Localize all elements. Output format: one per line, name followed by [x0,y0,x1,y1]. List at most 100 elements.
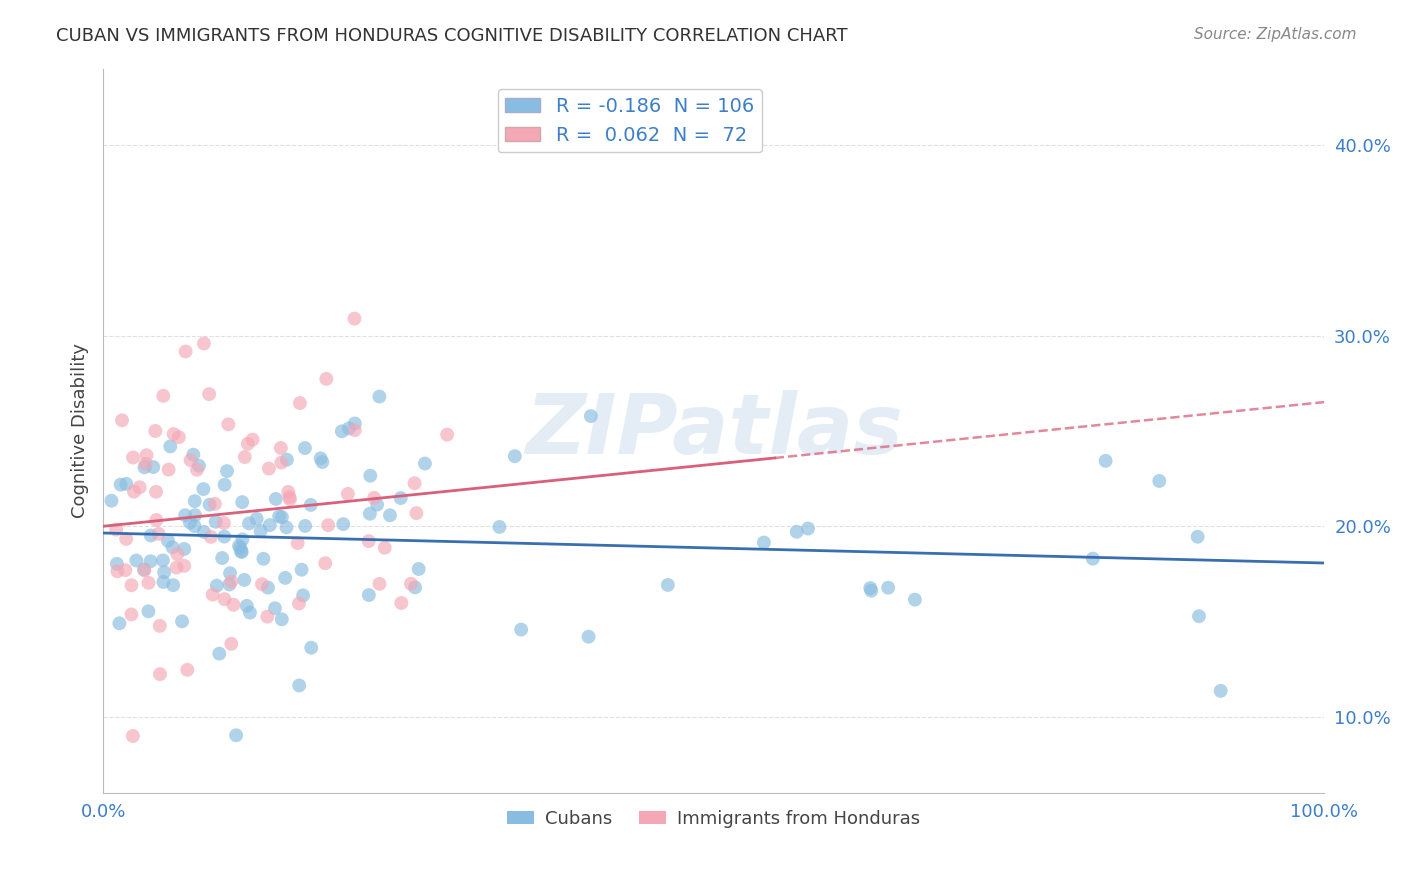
Point [299,640,322,655]
Point [222,598,245,612]
Point [290,563,312,577]
Point [278,490,301,504]
Point [271,510,294,524]
Point [134,460,156,475]
Point [904,592,927,607]
Point [578,630,600,644]
Point [138,575,160,590]
Point [236,599,259,613]
Point [877,581,900,595]
Point [389,491,412,505]
Point [111,413,134,427]
Point [1187,530,1209,544]
Point [256,609,278,624]
Point [250,577,273,591]
Point [135,448,157,462]
Point [114,563,136,577]
Point [231,544,253,558]
Point [408,562,430,576]
Point [1094,454,1116,468]
Point [134,563,156,577]
Point [257,581,280,595]
Point [236,437,259,451]
Point [166,560,188,574]
Point [436,427,458,442]
Text: ZIPatlas: ZIPatlas [524,391,903,472]
Point [246,512,269,526]
Point [211,551,233,566]
Point [270,456,292,470]
Point [752,535,775,549]
Point [233,450,256,464]
Point [212,516,235,530]
Point [173,541,195,556]
Point [179,516,201,530]
Point [242,433,264,447]
Point [228,539,250,553]
Point [316,518,339,533]
Point [193,336,215,351]
Point [276,452,298,467]
Point [105,523,128,537]
Point [108,616,131,631]
Point [193,482,215,496]
Point [270,441,292,455]
Point [264,491,287,506]
Point [389,596,412,610]
Point [214,477,236,491]
Point [205,578,228,592]
Point [166,547,188,561]
Point [231,545,253,559]
Point [368,390,391,404]
Point [186,463,208,477]
Point [174,344,197,359]
Point [149,619,172,633]
Point [399,577,422,591]
Point [188,458,211,473]
Point [122,729,145,743]
Point [336,487,359,501]
Point [363,491,385,505]
Point [269,509,291,524]
Point [214,592,236,607]
Point [278,492,301,507]
Point [121,578,143,592]
Point [198,498,221,512]
Point [135,457,157,471]
Point [204,497,226,511]
Point [176,663,198,677]
Point [218,577,240,591]
Point [100,493,122,508]
Point [343,423,366,437]
Point [125,553,148,567]
Point [105,564,128,578]
Point [145,484,167,499]
Point [238,516,260,531]
Legend: Cubans, Immigrants from Honduras: Cubans, Immigrants from Honduras [501,803,928,835]
Point [1081,551,1104,566]
Point [1188,609,1211,624]
Point [860,583,883,598]
Point [115,476,138,491]
Point [152,553,174,567]
Point [225,728,247,742]
Point [405,506,427,520]
Point [374,541,396,555]
Point [404,476,426,491]
Point [184,494,207,508]
Point [368,577,391,591]
Point [153,566,176,580]
Point [311,455,333,469]
Point [143,424,166,438]
Point [294,519,316,533]
Point [287,536,309,550]
Point [413,457,436,471]
Point [378,508,401,523]
Point [180,453,202,467]
Point [786,524,808,539]
Point [110,477,132,491]
Point [797,522,820,536]
Point [233,573,256,587]
Point [170,615,193,629]
Point [122,484,145,499]
